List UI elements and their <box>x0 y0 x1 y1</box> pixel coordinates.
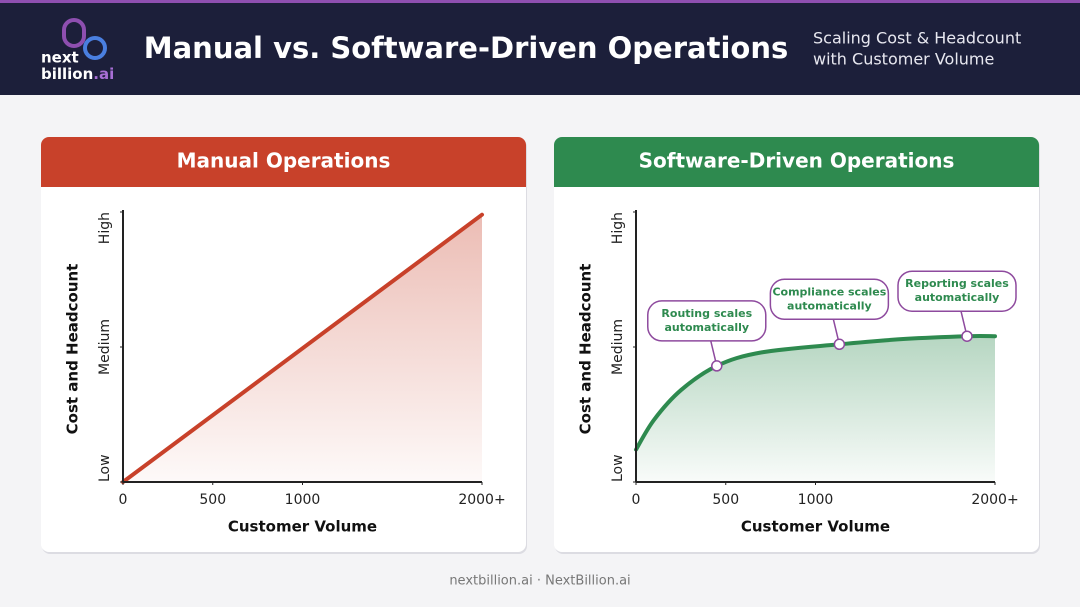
annotation-text: automatically <box>664 321 749 334</box>
annotation-marker <box>833 338 846 351</box>
card-title: Software-Driven Operations <box>639 149 955 173</box>
annotation-text: Routing scales <box>661 307 752 320</box>
annotation-marker <box>961 330 973 342</box>
area-fill <box>636 336 995 482</box>
y-tick-label: High <box>97 212 113 244</box>
annotation-text: Compliance scales <box>772 285 886 298</box>
x-axis-label: Customer Volume <box>741 518 890 536</box>
y-tick-label: High <box>610 212 626 244</box>
logo-text: billion.ai <box>41 65 114 83</box>
x-tick-label: 2000+ <box>971 492 1018 508</box>
logo-text: billion <box>41 65 93 83</box>
x-tick-label: 0 <box>632 492 641 508</box>
annotation-text: automatically <box>915 291 1000 304</box>
x-axis-label: Customer Volume <box>228 518 377 536</box>
header-accent <box>0 0 1080 3</box>
title: Manual vs. Software-Driven Operations <box>144 31 788 65</box>
subtitle: Scaling Cost & Headcount <box>813 29 1021 48</box>
charts: Manual Operations 0 500 1000 2000+ Low Medium H… <box>41 137 1040 554</box>
x-tick-label: 500 <box>199 492 226 508</box>
annotation-box <box>897 270 1017 312</box>
card-title: Manual Operations <box>177 149 391 173</box>
annotation-marker <box>711 360 723 372</box>
header-band <box>0 0 1080 95</box>
logo-text: .ai <box>93 65 114 83</box>
logo-mark <box>62 18 107 60</box>
y-tick-label: Medium <box>97 319 113 375</box>
x-tick-label: 0 <box>119 492 128 508</box>
x-tick-label: 2000+ <box>458 492 505 508</box>
y-tick-label: Low <box>610 454 626 482</box>
y-axis-label: Cost and Headcount <box>64 264 82 435</box>
annotation-text: automatically <box>787 299 872 312</box>
y-axis-label: Cost and Headcount <box>577 264 595 435</box>
y-tick-label: Low <box>97 454 113 482</box>
line <box>634 334 997 452</box>
card-header <box>554 137 1039 187</box>
footer: nextbillion.ai · NextBillion.ai <box>449 574 630 589</box>
annotation-box <box>647 300 767 342</box>
x-tick-label: 1000 <box>798 492 834 508</box>
x-tick-label: 1000 <box>285 492 321 508</box>
annotation-box <box>769 278 890 321</box>
line <box>121 212 484 484</box>
annotation-text: Reporting scales <box>905 277 1009 290</box>
card-header <box>41 137 526 187</box>
subtitle: with Customer Volume <box>813 50 994 69</box>
logo-text: next <box>41 49 79 67</box>
y-tick-label: Medium <box>610 319 626 375</box>
x-tick-label: 500 <box>712 492 739 508</box>
